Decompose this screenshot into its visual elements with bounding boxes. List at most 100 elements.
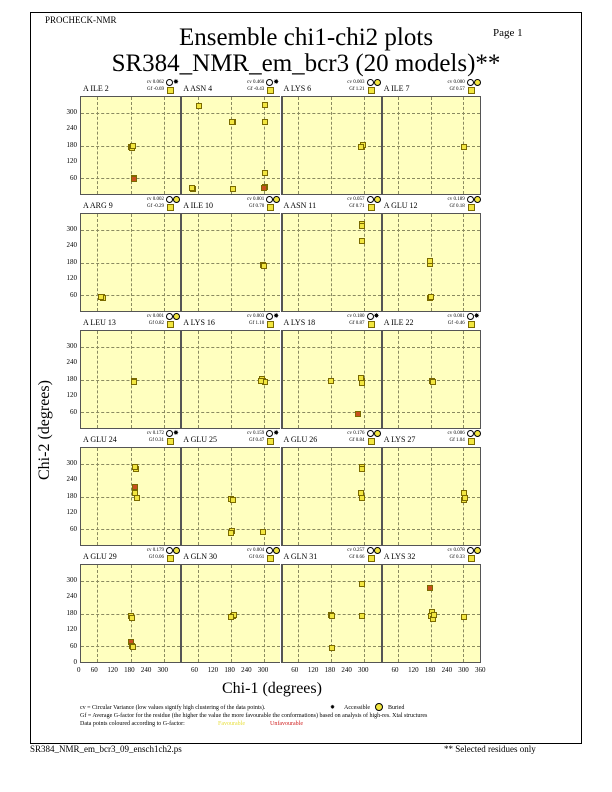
gridline-horizontal: [281, 145, 381, 147]
data-point-favourable: [328, 612, 335, 619]
page-frame: [30, 12, 582, 744]
gridline-horizontal: [81, 464, 180, 466]
clock-icon: [466, 196, 474, 203]
chi-plot-panel: [80, 213, 180, 312]
data-point-favourable: [461, 144, 468, 151]
panel-gf: Gf 1.04: [449, 438, 465, 443]
chi-plot-panel: [280, 96, 381, 195]
panel-cv: cv 0.189: [447, 197, 465, 202]
legend-favourable: Favourable: [218, 721, 245, 727]
chi-plot-panel: [380, 96, 481, 195]
y-tick-label: 240: [66, 475, 78, 483]
data-point-favourable: [230, 185, 237, 192]
gf-colour-swatch: [367, 87, 375, 94]
gridline-horizontal: [181, 347, 281, 349]
page-subtitle: SR384_NMR_em_bcr3 (20 models)**: [111, 50, 501, 77]
panel-residue-label: A LYS 32: [383, 552, 416, 561]
y-tick-label: 180: [66, 374, 78, 383]
panel-residue-label: A ILE 7: [383, 84, 410, 93]
gridline-horizontal: [81, 496, 180, 498]
data-point-favourable: [328, 644, 335, 651]
clock-icon: [166, 79, 173, 86]
data-point-favourable: [359, 465, 366, 472]
gf-colour-swatch: [267, 204, 275, 211]
clock-icon: [166, 313, 173, 320]
panel-gf: Gf 0.71: [349, 204, 365, 209]
panel-divider: [180, 448, 183, 545]
buried-icon: [373, 79, 381, 86]
panel-residue-label: A ARG 9: [83, 201, 113, 210]
x-tick-label: 300: [157, 666, 169, 674]
data-point-favourable: [359, 581, 366, 588]
y-tick-label: 240: [66, 241, 78, 249]
x-tick-label: 240: [341, 666, 352, 674]
gridline-horizontal: [381, 464, 480, 466]
data-point-favourable: [261, 169, 268, 176]
clock-icon: [466, 547, 474, 554]
gridline-horizontal: [81, 379, 180, 381]
gf-colour-swatch: [167, 438, 174, 445]
x-tick-label: 60: [90, 666, 98, 674]
page-title: Ensemble chi1-chi2 plots: [178, 24, 434, 51]
gf-colour-swatch: [367, 204, 375, 211]
buried-icon: [173, 196, 180, 203]
buried-icon: [473, 547, 481, 554]
chi-plot-panel: [180, 564, 281, 663]
gridline-horizontal: [381, 496, 480, 498]
panel-cv: cv 0.172: [146, 431, 164, 436]
gf-colour-swatch: [467, 321, 475, 328]
gridline-vertical: [263, 448, 265, 545]
clock-icon: [466, 430, 474, 437]
data-point-favourable: [132, 464, 139, 471]
panel-cv: cv 0.003: [347, 80, 365, 85]
gridline-horizontal: [81, 230, 180, 232]
panel-residue-label: A LYS 27: [383, 435, 416, 444]
panel-residue-label: A GLN 31: [283, 552, 318, 561]
panel-cv: cv 0.078: [447, 548, 465, 553]
x-tick-label: 60: [190, 666, 198, 674]
chi-plot-panel: [80, 447, 180, 546]
panel-divider: [380, 97, 383, 194]
panel-residue-label: A GLU 25: [183, 435, 218, 444]
gridline-horizontal: [381, 347, 480, 349]
chi-plot-panel: [180, 447, 281, 546]
x-tick-label: 120: [408, 666, 419, 674]
gf-colour-swatch: [267, 321, 275, 328]
data-point-favourable: [196, 103, 203, 110]
x-tick-label: 240: [140, 666, 152, 674]
panel-divider: [280, 565, 283, 662]
chi-plot-panel: [180, 330, 281, 429]
x-tick-label: 300: [358, 666, 369, 674]
gf-colour-swatch: [467, 438, 475, 445]
data-point-favourable: [427, 258, 434, 265]
panel-divider: [280, 331, 283, 428]
buried-icon: [473, 196, 481, 203]
chi-plot-panel: [280, 330, 381, 429]
buried-icon: [373, 430, 381, 437]
gf-colour-swatch: [167, 321, 174, 328]
y-tick-label: 60: [70, 173, 77, 182]
y-tick-label: 240: [66, 592, 78, 600]
gridline-horizontal: [281, 262, 381, 264]
y-tick-label: 300: [66, 341, 78, 350]
panel-divider: [380, 331, 383, 428]
panel-gf: Gf 0.70: [248, 204, 265, 209]
gf-colour-swatch: [467, 87, 475, 94]
gridline-vertical: [163, 565, 165, 662]
gridline-horizontal: [181, 113, 281, 115]
data-point-favourable: [189, 184, 196, 191]
data-point-favourable: [359, 222, 366, 229]
y-tick-label: 180: [66, 140, 78, 149]
chi-plot-panel: [80, 330, 180, 429]
data-point-favourable: [461, 490, 468, 497]
y-tick-label: 120: [66, 274, 78, 282]
y-tick-label: 120: [66, 391, 78, 399]
panel-cv: cv 0.057: [347, 197, 365, 202]
data-point-favourable: [228, 530, 235, 537]
panel-gf: Gf 1.10: [248, 321, 265, 326]
panel-residue-label: A GLU 26: [283, 435, 318, 444]
panel-divider: [180, 565, 183, 662]
panel-cv: cv 0.257: [347, 548, 365, 553]
x-tick-label: 300: [257, 666, 269, 674]
panel-gf: Gf 0.84: [349, 438, 365, 443]
